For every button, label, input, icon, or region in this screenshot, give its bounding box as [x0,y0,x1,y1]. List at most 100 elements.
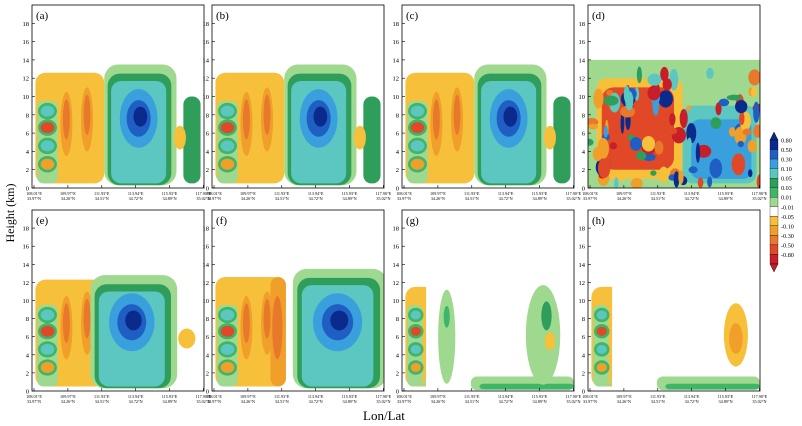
x-tick-label-lon: 115.93°E [718,191,734,196]
colorbar-label: 0.80 [781,138,792,145]
contour-right-green [553,96,571,184]
contour-small-positive [544,332,556,351]
x-axis-title: Lon/Lat [363,408,405,423]
x-tick-label-lat: 34.26°N [617,196,631,201]
contour-noise-blotch [669,112,676,126]
y-tick-label: 12 [579,76,586,83]
contour-cell-core [220,343,235,355]
contour-core-navy [503,106,518,127]
y-tick-label: 10 [23,298,30,305]
y-tick-label: 12 [203,76,210,83]
contour-cell-core [40,122,55,134]
contour-noise-blotch [753,101,760,123]
contour-weak-plume [525,285,561,385]
colorbar-segment [769,244,779,255]
x-tick-label-lon: 113.94°E [308,394,324,399]
contour-cell-core [596,344,607,354]
contour-cell-core [410,105,425,117]
panel-grid: (a)024681012141618108.01°E33.97°N109.97°… [23,4,768,404]
panel-g: (g) 0 2 4 6 8 10 12 14 16 18 108.01°E33.97°N 109.97°… [393,209,582,404]
y-tick-label: 16 [203,39,210,46]
panel-contours [402,210,574,391]
x-tick-label-lon: 109.97°E [616,191,632,196]
contour-noise-blotch [592,146,603,162]
contour-noise-blotch [748,69,760,86]
y-tick-label: 0 [582,186,585,193]
y-tick-label: 10 [393,94,400,101]
colorbar-label: 0.03 [781,185,792,192]
contour-strip-core [432,99,440,140]
panel-f: (f) 0 2 4 6 8 10 12 14 16 18 108.01°E33.97°N 109.97°… [203,209,392,404]
y-tick-label: 10 [203,94,210,101]
contour-noise-blotch [747,139,757,153]
colorbar-label: 0.50 [781,147,792,154]
x-tick-label-lat: 34.51°N [275,399,289,404]
x-tick-label-lat: 33.97°N [583,399,597,404]
y-axis-title: Height (km) [3,184,17,243]
y-tick-label: 6 [206,334,210,341]
y-tick-label: 18 [203,21,210,28]
x-tick-label-lat: 35.02°N [752,399,766,404]
contour-noise-blotch [666,127,678,135]
x-tick-label-lat: 35.02°N [376,196,390,201]
y-tick-label: 0 [26,186,29,193]
colorbar-segment [769,158,779,169]
contour-small-positive [178,328,196,349]
x-tick-label-lon: 111.93°E [650,191,666,196]
colorbar-segment [769,254,779,265]
y-tick-label: 4 [396,149,400,156]
contour-core-navy [125,310,142,331]
contour-noise-blotch [588,123,599,130]
contour-noise-blotch [726,94,742,101]
contour-cell-core [410,140,425,152]
y-tick-label: 4 [582,352,586,359]
x-tick-label-lon: 108.01°E [26,394,42,399]
contour-noise-blotch [742,128,752,136]
y-tick-label: 8 [396,316,399,323]
y-tick-label: 14 [579,262,586,269]
contour-strip-core [242,303,250,344]
x-tick-label-lat: 33.97°N [207,196,221,201]
contour-cell-core [40,140,55,152]
x-tick-label-lat: 34.26°N [617,399,631,404]
panel-h: (h) 0 2 4 6 8 10 12 14 16 18 108.01°E33.97°N 109.97°… [579,209,768,404]
y-tick-label: 4 [582,149,586,156]
y-tick-label: 8 [26,316,29,323]
colorbar-label: -0.05 [781,214,794,221]
colorbar-segment [769,235,779,246]
y-tick-label: 14 [579,57,586,64]
contour-cell-core [220,325,235,337]
colorbar-extend-bottom [769,263,779,273]
contour-strip-core [62,303,70,344]
x-tick-label-lat: 34.51°N [465,399,479,404]
x-tick-label-lon: 115.93°E [342,394,358,399]
y-tick-label: 14 [393,57,400,64]
y-tick-label: 12 [393,76,400,83]
x-tick-label-lat: 33.97°N [397,399,411,404]
panel-contours [588,210,760,391]
y-tick-label: 8 [582,316,585,323]
contour-strip-core [272,295,283,360]
x-tick-label-lat: 34.51°N [95,399,109,404]
x-tick-label-lat: 34.51°N [651,399,665,404]
x-tick-label-lon: 111.93°E [94,394,110,399]
x-tick-label-lon: 113.94°E [684,394,700,399]
contour-cell-core [220,140,235,152]
x-tick-label-lat: 34.26°N [431,196,445,201]
y-tick-label: 8 [396,112,399,119]
y-tick-label: 6 [26,131,30,138]
y-tick-label: 6 [206,131,210,138]
contour-noise-blotch [739,111,745,126]
contour-noise-blotch [641,135,656,152]
x-tick-label-lon: 108.01°E [26,191,42,196]
contour-noise-blotch [697,177,704,188]
y-tick-label: 0 [26,389,29,396]
y-tick-label: 4 [206,352,210,359]
colorbar-segment [769,178,779,188]
x-tick-label-lon: 109.97°E [60,191,76,196]
x-tick-label-lon: 115.93°E [342,191,358,196]
x-tick-label-lon: 108.01°E [582,191,598,196]
x-tick-label-lat: 35.02°N [196,399,210,404]
x-tick-label-lon: 117.90°E [376,191,392,196]
